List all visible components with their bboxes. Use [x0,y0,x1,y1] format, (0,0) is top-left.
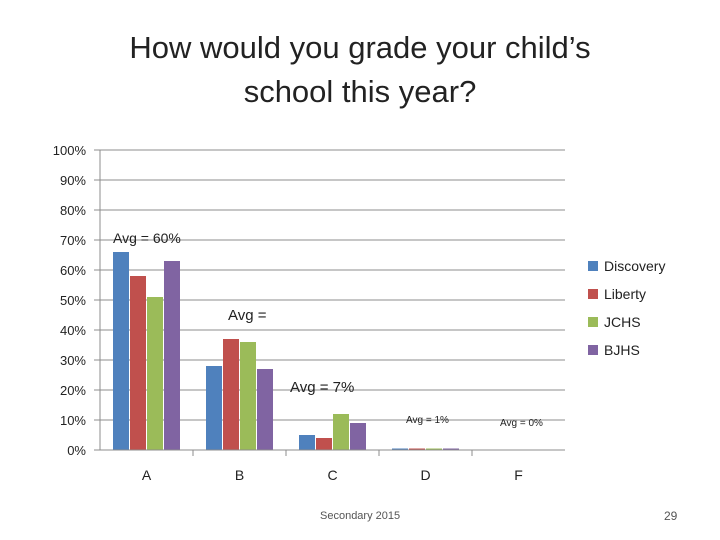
average-annotation: Avg = [228,307,267,324]
bar-liberty-c [316,438,332,450]
x-tick-label: A [142,467,152,483]
y-axis-tick-labels: 0% 10% 20% 30% 40% 50% 60% 70% 80% 90% 100% [53,143,87,458]
page-number: 29 [664,509,678,523]
y-tick-label: 20% [60,383,86,398]
x-tick-label: B [235,467,244,483]
x-tick-label: D [420,467,430,483]
y-tick-label: 50% [60,293,86,308]
legend-swatch-liberty [588,289,598,299]
y-tick-label: 90% [60,173,86,188]
bar-discovery-c [299,435,315,450]
legend-label: Discovery [604,258,665,274]
y-tick-label: 100% [53,143,87,158]
y-tick-label: 40% [60,323,86,338]
legend-label: JCHS [604,314,641,330]
bar-jchs-c [333,414,349,450]
bars [113,252,459,450]
average-annotation: Avg = 0% [500,418,543,429]
bar-liberty-d [409,448,425,450]
legend-swatch-jchs [588,317,598,327]
footer-text: Secondary 2015 [320,510,401,522]
bar-bjhs-d [443,448,459,450]
legend: Discovery Liberty JCHS BJHS [588,258,665,358]
chart-title: How would you grade your child’s school … [60,26,660,114]
y-tick-label: 70% [60,233,86,248]
bar-bjhs-b [257,369,273,450]
legend-swatch-bjhs [588,345,598,355]
bar-bjhs-a [164,261,180,450]
y-tick-label: 30% [60,353,86,368]
bar-liberty-b [223,339,239,450]
x-tick-label: C [327,467,337,483]
bar-jchs-a [147,297,163,450]
bar-bjhs-c [350,423,366,450]
x-tick-label: F [514,467,523,483]
y-tick-label: 0% [67,443,86,458]
chart-title-line-1: How would you grade your child’s [129,30,591,65]
legend-swatch-discovery [588,261,598,271]
average-annotation: Avg = 7% [290,379,354,396]
legend-label: Liberty [604,286,646,302]
bar-jchs-d [426,448,442,450]
y-tick-label: 80% [60,203,86,218]
chart-title-line-2: school this year? [243,74,477,109]
legend-label: BJHS [604,342,640,358]
bar-liberty-a [130,276,146,450]
bar-jchs-b [240,342,256,450]
bar-discovery-b [206,366,222,450]
average-annotation: Avg = 1% [406,415,449,426]
bar-discovery-a [113,252,129,450]
bar-discovery-d [392,448,408,450]
y-tick-label: 10% [60,413,86,428]
y-tick-label: 60% [60,263,86,278]
average-annotation: Avg = 60% [113,230,181,246]
annotations: Avg = 60% Avg = Avg = 7% Avg = 1% Avg = 0% [113,230,543,429]
